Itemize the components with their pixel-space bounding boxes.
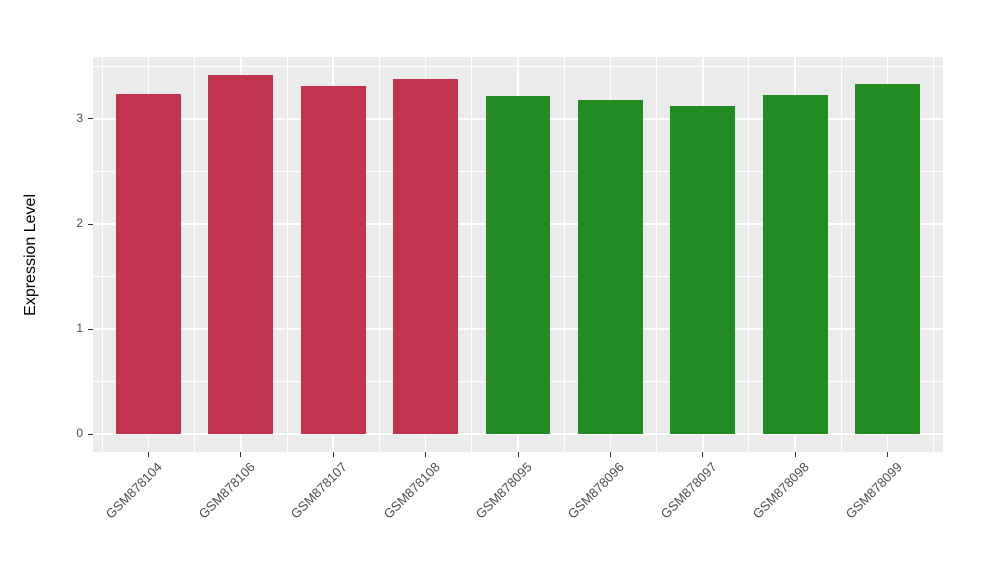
x-tick-mark [609,452,611,457]
plot-panel [93,57,943,452]
y-tick-mark [88,223,93,225]
bar-GSM878096 [578,100,643,435]
x-tick-label: GSM878095 [472,459,535,522]
y-tick-label: 2 [76,216,83,231]
x-tick-mark [794,452,796,457]
x-tick-label: GSM878108 [380,459,443,522]
gridline-minor-x [194,57,196,452]
x-tick-mark [332,452,334,457]
x-tick-label: GSM878097 [657,459,720,522]
y-tick-label: 3 [76,110,83,125]
x-tick-mark [517,452,519,457]
x-tick-label: GSM878107 [287,459,351,522]
x-tick-label: GSM878098 [749,459,813,522]
bar-GSM878095 [485,95,551,435]
y-tick-mark [88,328,93,330]
gridline-minor-x [933,57,935,452]
x-tick-label: GSM878106 [195,459,258,522]
gridline-minor-x [656,57,658,452]
y-tick-label: 0 [76,426,83,441]
y-tick-label: 1 [76,321,83,336]
gridline-minor-x [286,57,288,452]
bar-GSM878097 [670,106,736,435]
gridline-minor-x [748,57,750,452]
x-tick-label: GSM878099 [842,459,905,522]
gridline-minor-x [378,57,380,452]
x-tick-label: GSM878104 [103,459,166,522]
y-axis-title: Expression Level [22,193,39,316]
gridline-minor-x [471,57,473,452]
bar-GSM878099 [855,84,920,435]
bar-GSM878106 [208,74,274,435]
y-axis-title-wrap: Expression Level [14,57,48,452]
gridline-minor-x [563,57,565,452]
x-tick-label: GSM878096 [565,459,628,522]
bar-GSM878107 [300,86,366,435]
x-tick-mark [887,452,889,457]
y-tick-mark [88,433,93,435]
gridline-minor-x [101,57,103,452]
bar-GSM878098 [762,94,828,435]
gridline-minor-x [840,57,842,452]
x-tick-mark [240,452,242,457]
bar-GSM878104 [116,93,181,435]
x-tick-mark [425,452,427,457]
x-tick-mark [702,452,704,457]
y-tick-mark [88,118,93,120]
x-tick-mark [147,452,149,457]
bar-GSM878108 [393,79,458,435]
